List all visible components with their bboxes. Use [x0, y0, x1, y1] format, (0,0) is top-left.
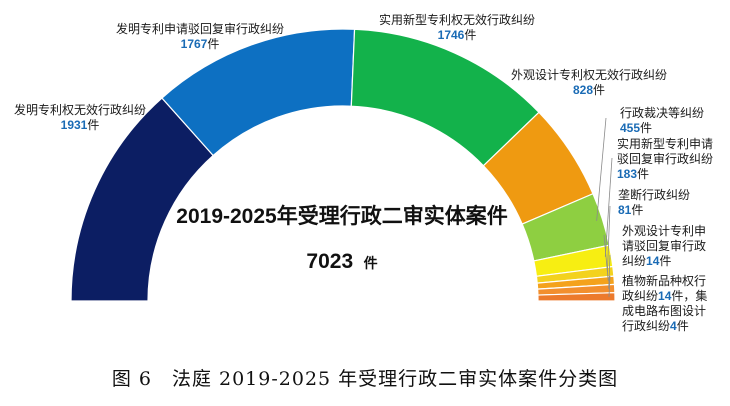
label-value: 14 [646, 254, 660, 268]
label-unit: 件 [207, 37, 219, 51]
label-value: 455 [620, 121, 640, 135]
label-text: 政纠纷 [622, 289, 658, 303]
label-value: 81 [618, 203, 632, 217]
label-name-line: 植物新品种权行 [622, 273, 706, 288]
label-value: 183 [617, 167, 637, 181]
slice-ic-layout [537, 292, 616, 302]
semicircle-donut-chart: 发明专利权无效行政纠纷1931件发明专利申请驳回复审行政纠纷1767件实用新型专… [14, 12, 713, 333]
label-value-line: 81件 [618, 203, 643, 217]
label-value-line: 1931件 [61, 118, 100, 132]
label-name-line: 外观设计专利权无效行政纠纷 [511, 67, 667, 82]
label-name-line: 垄断行政纠纷 [618, 187, 690, 202]
label-name-line: 纠纷14件 [622, 254, 671, 268]
donut-arcs [70, 28, 616, 302]
center-title: 2019-2025年受理行政二审实体案件 [176, 204, 507, 228]
label-name-line: 驳回复审行政纠纷 [617, 151, 713, 166]
label-value: 1931 [61, 118, 88, 132]
label-value-line: 455件 [620, 121, 652, 135]
leader-line-utility-reexam [604, 157, 613, 257]
slice-labels: 发明专利权无效行政纠纷1931件发明专利申请驳回复审行政纠纷1767件实用新型专… [14, 12, 713, 333]
leader-line-ic-layout [608, 275, 611, 297]
label-value: 828 [573, 83, 593, 97]
label-value: 1767 [181, 37, 208, 51]
center-total-value: 7023 [306, 250, 353, 273]
label-value-line: 828件 [573, 83, 605, 97]
leader-line-antitrust [607, 205, 611, 273]
label-unit: 件 [677, 319, 689, 333]
label-name-line: 行政裁决等纠纷 [620, 106, 704, 120]
label-unit: 件 [659, 254, 671, 268]
label-name-line: 发明专利权无效行政纠纷 [14, 102, 146, 117]
figure-caption: 图 6 法庭 2019-2025 年受理行政二审实体案件分类图 [111, 368, 619, 390]
leader-line-adjudication [596, 117, 607, 221]
label-unit: 件 [593, 83, 605, 97]
label-value: 1746 [438, 28, 465, 42]
center-total-unit: 件 [364, 255, 378, 271]
label-text: 行政纠纷 [622, 319, 670, 333]
leader-line-plant-variety [608, 254, 611, 289]
label-value-line: 1746件 [438, 28, 477, 42]
label-name-line: 外观设计专利申 [622, 223, 706, 238]
label-name-line: 发明专利申请驳回复审行政纠纷 [116, 21, 284, 36]
label-unit: 件 [631, 203, 643, 217]
label-text: 件，集 [671, 288, 707, 303]
center-total: 7023 件 [306, 250, 377, 273]
label-unit: 件 [637, 167, 649, 181]
label-value: 14 [658, 289, 672, 303]
label-unit: 件 [640, 121, 652, 135]
label-name-line: 实用新型专利申请 [617, 136, 713, 151]
label-value: 4 [670, 319, 677, 333]
leader-line-design-reexam [603, 234, 609, 281]
label-unit: 件 [87, 118, 99, 132]
label-unit: 件 [464, 28, 476, 42]
label-value-line: 1767件 [181, 37, 220, 51]
label-name-line: 成电路布图设计 [622, 303, 706, 318]
label-name-line: 行政纠纷4件 [622, 319, 689, 333]
label-name-line: 政纠纷14件，集 [622, 288, 707, 303]
label-name-line: 请驳回复审行政 [622, 238, 706, 253]
label-name-line: 实用新型专利权无效行政纠纷 [379, 12, 535, 27]
leader-lines [596, 117, 613, 297]
label-value-line: 183件 [617, 167, 649, 181]
